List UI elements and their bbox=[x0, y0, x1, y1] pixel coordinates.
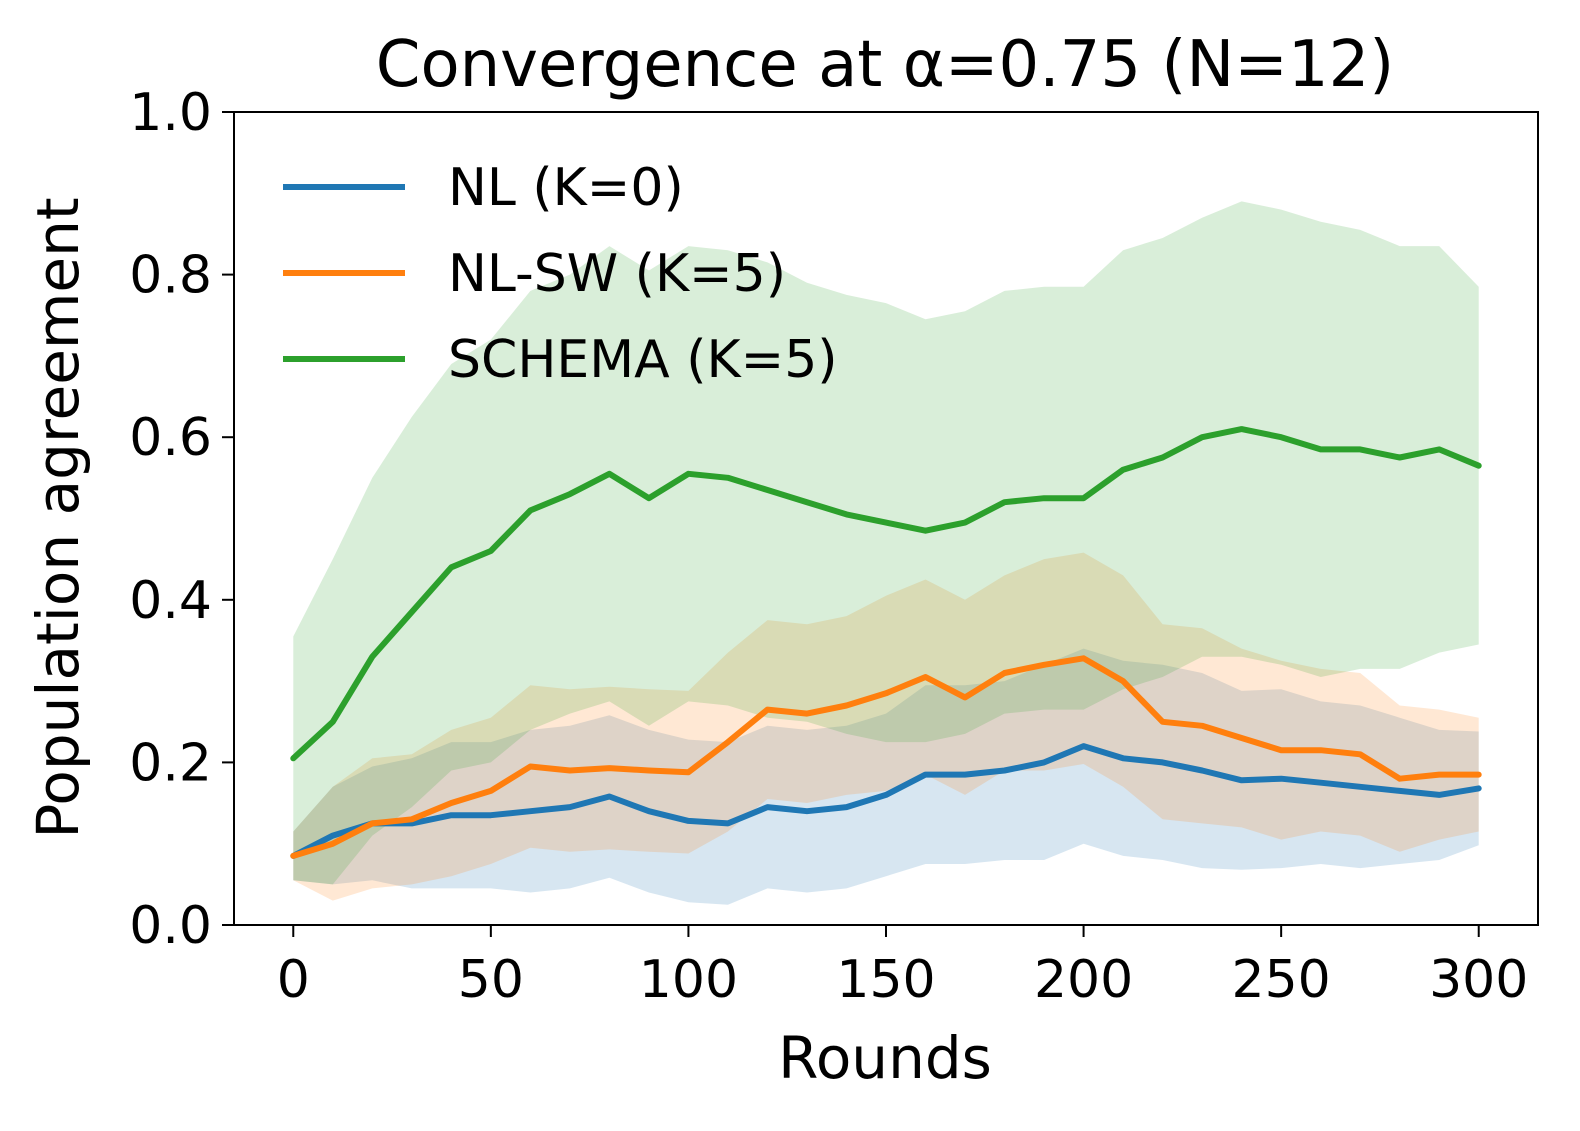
legend-label-nl-sw-k-5: NL-SW (K=5) bbox=[448, 244, 786, 304]
y-tick-label: 1.0 bbox=[129, 83, 212, 143]
confidence-bands bbox=[293, 201, 1479, 905]
x-tick-label: 100 bbox=[639, 950, 738, 1010]
legend-label-schema-k-5: SCHEMA (K=5) bbox=[448, 330, 838, 390]
x-tick-label: 300 bbox=[1429, 950, 1528, 1010]
legend-label-nl-k-0: NL (K=0) bbox=[448, 158, 684, 218]
x-tick-label: 200 bbox=[1034, 950, 1133, 1010]
chart-title: Convergence at α=0.75 (N=12) bbox=[376, 28, 1395, 102]
series-line-schema-k-5 bbox=[290, 426, 1482, 762]
x-tick-label: 150 bbox=[836, 950, 935, 1010]
y-tick-label: 0.2 bbox=[129, 733, 212, 793]
series-line-nl-k-0 bbox=[290, 743, 1482, 859]
series-lines bbox=[290, 426, 1482, 859]
band-schema-k-5 bbox=[293, 201, 1479, 885]
x-axis-ticks: 0 50 100 150 200 250 300 bbox=[277, 925, 1528, 1010]
y-tick-label: 0.6 bbox=[129, 408, 212, 468]
x-tick-label: 50 bbox=[458, 950, 524, 1010]
band-nl-sw-k-5 bbox=[293, 552, 1479, 901]
y-tick-label: 0.0 bbox=[129, 896, 212, 956]
x-tick-label: 0 bbox=[277, 950, 310, 1010]
y-tick-label: 0.8 bbox=[129, 246, 212, 306]
legend: NL (K=0) NL-SW (K=5) SCHEMA (K=5) bbox=[283, 158, 838, 390]
y-tick-label: 0.4 bbox=[129, 571, 212, 631]
band-nl-k-0 bbox=[293, 648, 1479, 905]
y-axis-label: Population agreement bbox=[24, 197, 92, 838]
x-tick-label: 250 bbox=[1232, 950, 1331, 1010]
x-axis-label: Rounds bbox=[778, 1024, 992, 1092]
y-axis-ticks: 0.0 0.2 0.4 0.6 0.8 1.0 bbox=[129, 83, 234, 956]
series-line-nl-sw-k-5 bbox=[290, 655, 1482, 859]
